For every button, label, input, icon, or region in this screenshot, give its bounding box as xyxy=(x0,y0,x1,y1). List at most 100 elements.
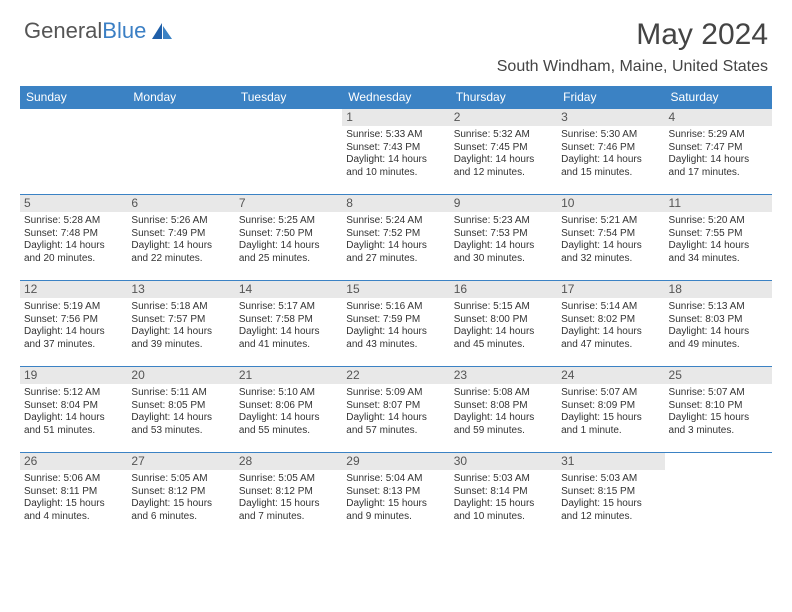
sunset-line: Sunset: 7:54 PM xyxy=(561,228,660,241)
calendar-cell: 18Sunrise: 5:13 AMSunset: 8:03 PMDayligh… xyxy=(665,281,772,367)
sunrise-line: Sunrise: 5:05 AM xyxy=(239,473,338,486)
calendar-cell: 11Sunrise: 5:20 AMSunset: 7:55 PMDayligh… xyxy=(665,195,772,281)
sunset-line: Sunset: 7:46 PM xyxy=(561,142,660,155)
day-number: 5 xyxy=(20,195,127,212)
calendar-cell: 13Sunrise: 5:18 AMSunset: 7:57 PMDayligh… xyxy=(127,281,234,367)
location-subtitle: South Windham, Maine, United States xyxy=(497,58,768,76)
calendar-week-row: 1Sunrise: 5:33 AMSunset: 7:43 PMDaylight… xyxy=(20,109,772,195)
day-number: 16 xyxy=(450,281,557,298)
day-number: 23 xyxy=(450,367,557,384)
daylight-line: Daylight: 14 hours and 51 minutes. xyxy=(24,412,123,437)
daylight-line: Daylight: 15 hours and 6 minutes. xyxy=(131,498,230,523)
day-number: 14 xyxy=(235,281,342,298)
sunset-line: Sunset: 8:03 PM xyxy=(669,314,768,327)
day-number: 3 xyxy=(557,109,664,126)
calendar-cell: 25Sunrise: 5:07 AMSunset: 8:10 PMDayligh… xyxy=(665,367,772,453)
day-number: 9 xyxy=(450,195,557,212)
weekday-header: Tuesday xyxy=(235,86,342,109)
calendar-cell: 4Sunrise: 5:29 AMSunset: 7:47 PMDaylight… xyxy=(665,109,772,195)
sunrise-line: Sunrise: 5:29 AM xyxy=(669,129,768,142)
sunrise-line: Sunrise: 5:18 AM xyxy=(131,301,230,314)
daylight-line: Daylight: 15 hours and 3 minutes. xyxy=(669,412,768,437)
sunrise-line: Sunrise: 5:05 AM xyxy=(131,473,230,486)
day-number: 13 xyxy=(127,281,234,298)
sunrise-line: Sunrise: 5:14 AM xyxy=(561,301,660,314)
daylight-line: Daylight: 14 hours and 27 minutes. xyxy=(346,240,445,265)
day-number: 27 xyxy=(127,453,234,470)
sunset-line: Sunset: 8:05 PM xyxy=(131,400,230,413)
calendar-cell: 31Sunrise: 5:03 AMSunset: 8:15 PMDayligh… xyxy=(557,453,664,539)
sunrise-line: Sunrise: 5:07 AM xyxy=(561,387,660,400)
daylight-line: Daylight: 15 hours and 10 minutes. xyxy=(454,498,553,523)
daylight-line: Daylight: 14 hours and 59 minutes. xyxy=(454,412,553,437)
calendar-body: 1Sunrise: 5:33 AMSunset: 7:43 PMDaylight… xyxy=(20,109,772,539)
sunrise-line: Sunrise: 5:28 AM xyxy=(24,215,123,228)
sunset-line: Sunset: 8:11 PM xyxy=(24,486,123,499)
daylight-line: Daylight: 14 hours and 32 minutes. xyxy=(561,240,660,265)
sunrise-line: Sunrise: 5:11 AM xyxy=(131,387,230,400)
calendar-cell: 5Sunrise: 5:28 AMSunset: 7:48 PMDaylight… xyxy=(20,195,127,281)
daylight-line: Daylight: 14 hours and 49 minutes. xyxy=(669,326,768,351)
calendar-cell xyxy=(235,109,342,195)
calendar-cell: 7Sunrise: 5:25 AMSunset: 7:50 PMDaylight… xyxy=(235,195,342,281)
sunset-line: Sunset: 7:59 PM xyxy=(346,314,445,327)
sunrise-line: Sunrise: 5:20 AM xyxy=(669,215,768,228)
sunrise-line: Sunrise: 5:10 AM xyxy=(239,387,338,400)
month-title: May 2024 xyxy=(497,18,768,52)
day-number: 15 xyxy=(342,281,449,298)
daylight-line: Daylight: 14 hours and 25 minutes. xyxy=(239,240,338,265)
calendar-cell: 14Sunrise: 5:17 AMSunset: 7:58 PMDayligh… xyxy=(235,281,342,367)
day-number: 12 xyxy=(20,281,127,298)
sunset-line: Sunset: 7:58 PM xyxy=(239,314,338,327)
sunrise-line: Sunrise: 5:21 AM xyxy=(561,215,660,228)
day-number: 31 xyxy=(557,453,664,470)
sail-icon xyxy=(150,21,174,41)
sunset-line: Sunset: 7:53 PM xyxy=(454,228,553,241)
daylight-line: Daylight: 14 hours and 45 minutes. xyxy=(454,326,553,351)
sunset-line: Sunset: 8:04 PM xyxy=(24,400,123,413)
day-number: 18 xyxy=(665,281,772,298)
sunset-line: Sunset: 7:45 PM xyxy=(454,142,553,155)
calendar-cell: 17Sunrise: 5:14 AMSunset: 8:02 PMDayligh… xyxy=(557,281,664,367)
day-number: 26 xyxy=(20,453,127,470)
sunrise-line: Sunrise: 5:08 AM xyxy=(454,387,553,400)
sunset-line: Sunset: 7:57 PM xyxy=(131,314,230,327)
day-number: 22 xyxy=(342,367,449,384)
sunset-line: Sunset: 8:10 PM xyxy=(669,400,768,413)
sunrise-line: Sunrise: 5:32 AM xyxy=(454,129,553,142)
calendar-cell xyxy=(127,109,234,195)
sunset-line: Sunset: 7:49 PM xyxy=(131,228,230,241)
brand-text: GeneralBlue xyxy=(24,18,146,44)
calendar-cell: 2Sunrise: 5:32 AMSunset: 7:45 PMDaylight… xyxy=(450,109,557,195)
calendar-cell: 10Sunrise: 5:21 AMSunset: 7:54 PMDayligh… xyxy=(557,195,664,281)
calendar-cell: 21Sunrise: 5:10 AMSunset: 8:06 PMDayligh… xyxy=(235,367,342,453)
weekday-header: Wednesday xyxy=(342,86,449,109)
daylight-line: Daylight: 15 hours and 7 minutes. xyxy=(239,498,338,523)
title-block: May 2024 South Windham, Maine, United St… xyxy=(497,18,768,76)
sunset-line: Sunset: 8:12 PM xyxy=(131,486,230,499)
sunrise-line: Sunrise: 5:15 AM xyxy=(454,301,553,314)
daylight-line: Daylight: 14 hours and 10 minutes. xyxy=(346,154,445,179)
daylight-line: Daylight: 14 hours and 41 minutes. xyxy=(239,326,338,351)
daylight-line: Daylight: 14 hours and 12 minutes. xyxy=(454,154,553,179)
calendar-cell: 12Sunrise: 5:19 AMSunset: 7:56 PMDayligh… xyxy=(20,281,127,367)
sunset-line: Sunset: 8:00 PM xyxy=(454,314,553,327)
sunset-line: Sunset: 7:47 PM xyxy=(669,142,768,155)
day-number: 8 xyxy=(342,195,449,212)
daylight-line: Daylight: 15 hours and 12 minutes. xyxy=(561,498,660,523)
calendar-week-row: 19Sunrise: 5:12 AMSunset: 8:04 PMDayligh… xyxy=(20,367,772,453)
brand-part1: General xyxy=(24,18,102,43)
sunrise-line: Sunrise: 5:12 AM xyxy=(24,387,123,400)
daylight-line: Daylight: 14 hours and 34 minutes. xyxy=(669,240,768,265)
day-number: 19 xyxy=(20,367,127,384)
sunset-line: Sunset: 8:09 PM xyxy=(561,400,660,413)
sunrise-line: Sunrise: 5:24 AM xyxy=(346,215,445,228)
daylight-line: Daylight: 14 hours and 57 minutes. xyxy=(346,412,445,437)
day-number: 17 xyxy=(557,281,664,298)
daylight-line: Daylight: 14 hours and 43 minutes. xyxy=(346,326,445,351)
calendar-cell: 24Sunrise: 5:07 AMSunset: 8:09 PMDayligh… xyxy=(557,367,664,453)
sunrise-line: Sunrise: 5:07 AM xyxy=(669,387,768,400)
sunrise-line: Sunrise: 5:19 AM xyxy=(24,301,123,314)
sunset-line: Sunset: 7:56 PM xyxy=(24,314,123,327)
page-header: GeneralBlue May 2024 South Windham, Main… xyxy=(0,0,792,80)
